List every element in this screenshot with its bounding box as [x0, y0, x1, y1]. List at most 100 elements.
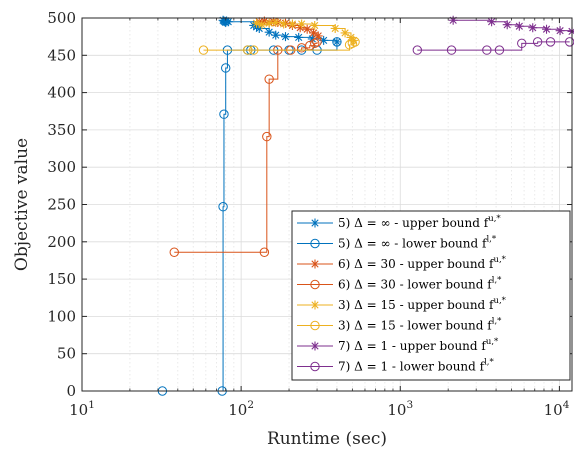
data-point	[312, 37, 322, 47]
data-point	[297, 19, 307, 29]
legend-item: 6) Δ = 30 - upper bound fu,*	[297, 255, 507, 271]
data-point	[517, 38, 527, 49]
y-tick-label: 150	[47, 270, 76, 288]
legend-item: 6) Δ = 30 - lower bound fl,*	[297, 276, 502, 292]
data-point	[332, 37, 342, 47]
legend-marker	[310, 259, 320, 269]
legend: 5) Δ = ∞ - upper bound fu,* 5) Δ = ∞ - lo…	[291, 210, 571, 381]
legend-item: 5) Δ = ∞ - upper bound fu,*	[297, 214, 501, 230]
data-point	[252, 18, 262, 28]
data-point	[310, 38, 320, 49]
legend-label: 7) Δ = 1 - upper bound fu,*	[338, 337, 499, 353]
legend-marker	[310, 300, 320, 310]
legend-item: 5) Δ = ∞ - lower bound fl,*	[297, 235, 497, 251]
x-tick-label: 104	[544, 399, 570, 419]
data-point	[545, 37, 556, 47]
y-axis-title: Objective value	[12, 138, 32, 271]
legend-marker	[310, 218, 320, 228]
data-point	[542, 24, 552, 34]
data-point	[271, 30, 281, 40]
series-8	[412, 37, 574, 55]
data-point	[340, 28, 350, 38]
data-point	[310, 20, 320, 30]
data-point	[344, 40, 355, 50]
x-tick-label: 102	[228, 399, 254, 419]
data-point	[319, 35, 329, 45]
legend-label: 6) Δ = 30 - upper bound fu,*	[338, 255, 507, 271]
y-tick-label: 450	[47, 46, 76, 64]
data-point	[446, 45, 457, 55]
data-point	[347, 38, 358, 49]
legend-item: 3) Δ = 15 - lower bound fl,*	[297, 317, 502, 333]
data-point	[257, 20, 267, 30]
data-point	[280, 18, 290, 28]
y-tick-label: 300	[47, 158, 76, 176]
data-point	[219, 109, 229, 119]
legend-label: 5) Δ = ∞ - upper bound fu,*	[338, 214, 501, 230]
data-point	[412, 45, 423, 55]
data-point	[218, 202, 228, 212]
series-line	[417, 41, 570, 51]
data-point	[279, 19, 289, 29]
data-point	[532, 37, 543, 47]
y-tick-label: 50	[57, 345, 76, 363]
data-point	[269, 17, 279, 27]
ticks	[81, 17, 572, 392]
data-point	[271, 17, 281, 27]
legend-marker	[310, 279, 320, 290]
legend-marker	[310, 238, 320, 249]
legend-label: 5) Δ = ∞ - lower bound fl,*	[338, 235, 497, 251]
legend-item: 7) Δ = 1 - lower bound fl,*	[297, 358, 495, 374]
data-point	[528, 23, 538, 33]
data-point	[254, 23, 264, 33]
data-point	[264, 18, 274, 28]
data-point	[259, 247, 270, 257]
data-point	[169, 247, 179, 257]
data-point	[243, 45, 253, 55]
legend-box	[291, 210, 571, 381]
data-point	[287, 19, 297, 29]
legend-item: 3) Δ = 15 - upper bound fu,*	[297, 296, 507, 312]
data-point	[264, 27, 274, 37]
y-tick-label: 400	[47, 84, 76, 102]
x-axis-title: Runtime (sec)	[267, 429, 387, 449]
data-point	[264, 74, 274, 84]
y-tick-label: 100	[47, 307, 76, 325]
data-point	[262, 131, 272, 142]
data-point	[448, 15, 458, 25]
series-6	[198, 37, 360, 55]
tick-labels: 0 50 100 150 200 250 300 350 400 450 500 101 102 103 1…	[47, 9, 569, 419]
legend-marker	[310, 320, 320, 331]
data-point	[330, 23, 340, 33]
y-tick-label: 350	[47, 121, 76, 139]
legend-label: 3) Δ = 15 - upper bound fu,*	[338, 296, 507, 312]
data-point	[307, 34, 317, 44]
data-point	[221, 63, 231, 73]
data-point	[502, 20, 512, 30]
legend-marker	[310, 341, 320, 351]
grid-major	[82, 18, 572, 391]
y-tick-label: 500	[47, 9, 76, 27]
y-tick-label: 250	[47, 196, 76, 214]
data-point	[280, 32, 290, 42]
legend-label: 7) Δ = 1 - lower bound fl,*	[338, 358, 495, 374]
data-point	[259, 16, 269, 26]
data-point	[302, 24, 312, 34]
data-point	[555, 26, 565, 36]
data-point	[295, 23, 305, 33]
series-5	[252, 17, 359, 45]
data-point	[222, 16, 232, 26]
data-point	[313, 31, 323, 41]
data-point	[223, 17, 233, 27]
data-point	[198, 45, 209, 55]
data-point	[249, 45, 259, 55]
data-point	[309, 28, 319, 38]
y-tick-label: 0	[66, 382, 76, 400]
data-point	[482, 45, 492, 55]
legend-item: 7) Δ = 1 - upper bound fu,*	[297, 337, 499, 353]
data-point	[294, 32, 304, 42]
x-tick-label: 101	[69, 399, 95, 419]
legend-label: 6) Δ = 30 - lower bound fl,*	[338, 276, 502, 292]
legend-marker	[310, 361, 320, 372]
